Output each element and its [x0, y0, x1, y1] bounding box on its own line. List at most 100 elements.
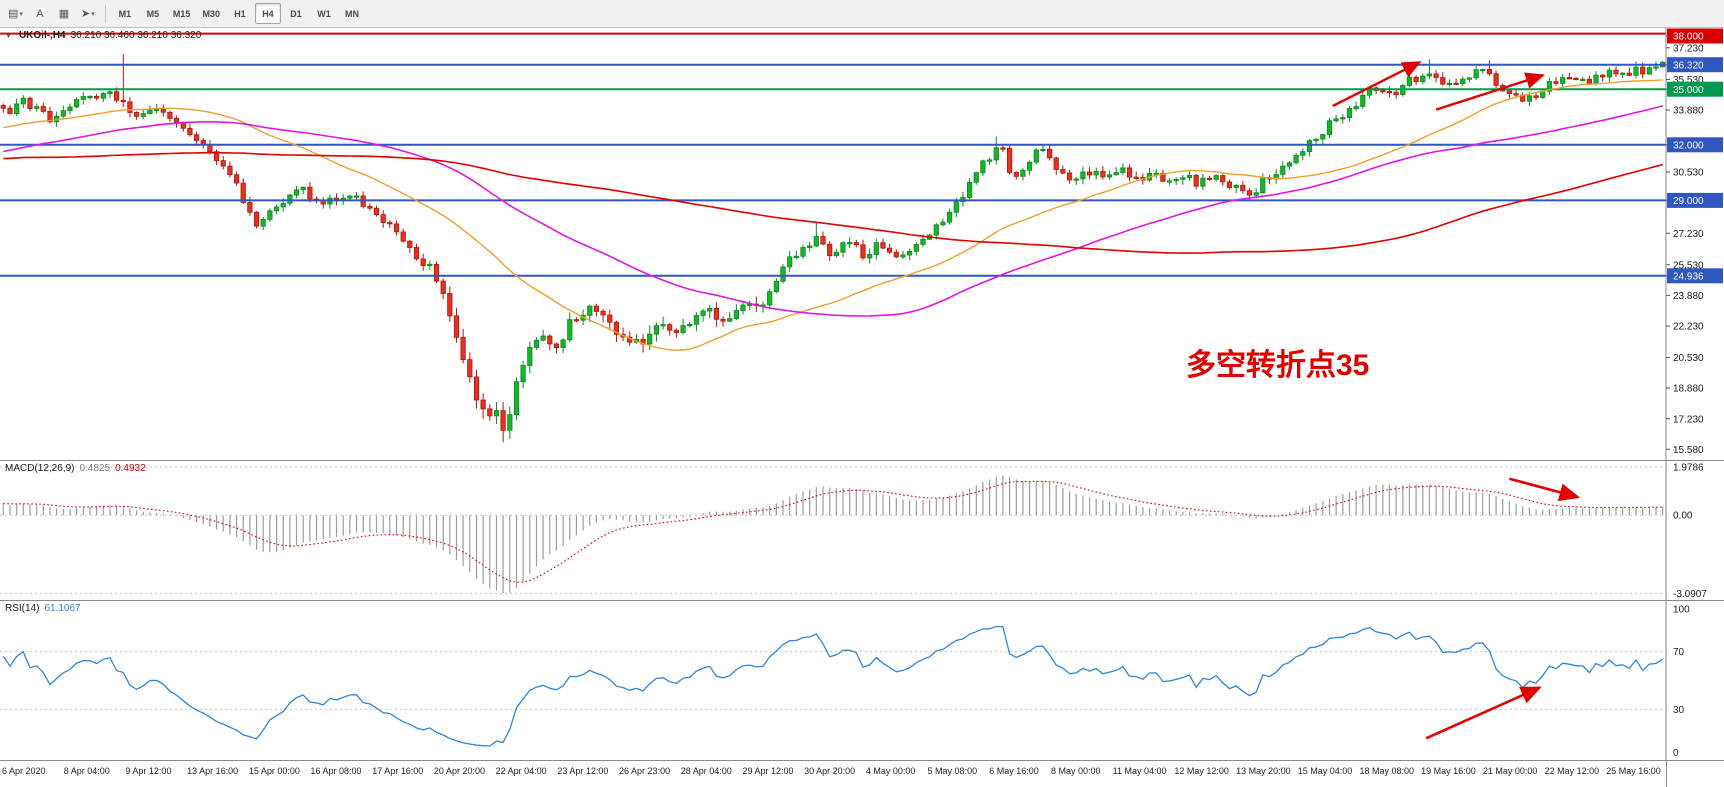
- price-badge-label: 36.320: [1673, 60, 1704, 71]
- price-tick-label: 23.880: [1673, 291, 1704, 302]
- time-label: 21 May 00:00: [1482, 766, 1538, 776]
- text-tool-button[interactable]: A: [29, 3, 51, 24]
- macd-histogram: [2, 475, 1664, 594]
- rsi-canvas[interactable]: 100 70 30 0: [0, 601, 1724, 760]
- time-label: 13 May 20:00: [1236, 766, 1291, 776]
- time-label: 15 Apr 00:00: [248, 766, 300, 776]
- time-label: 26 Apr 23:00: [619, 766, 671, 776]
- horizontal-lines-layer: [0, 32, 1666, 277]
- price-tick-label: 37.230: [1673, 43, 1704, 54]
- ma-line-34: [3, 79, 1663, 352]
- macd-tick-label: -3.0907: [1673, 589, 1707, 600]
- macd-main-value: 0.4825: [79, 463, 111, 474]
- toolbar-separator: [104, 4, 106, 23]
- timeframe-button-h4[interactable]: H4: [254, 3, 281, 24]
- axis-corner-divider: [1666, 761, 1667, 787]
- rsi-line: [2, 625, 1664, 747]
- rsi-tick-label: 70: [1673, 647, 1685, 658]
- rsi-tick-label: 100: [1673, 604, 1690, 615]
- price-badge: [1667, 137, 1723, 153]
- chart-annotation-text[interactable]: 多空转折点35: [1186, 349, 1369, 382]
- chart-symbol-label: ▼ UKOil-,H4 36.210 36.460 36.210 36.320: [5, 30, 201, 41]
- timeframe-button-h1[interactable]: H1: [227, 3, 253, 24]
- price-badge: [1667, 268, 1723, 284]
- price-badge: [1667, 57, 1723, 73]
- time-label: 29 Apr 12:00: [742, 766, 794, 776]
- main-toolbar: ▤ ▾ A ▦ ➤ ▾ M1 M5 M15 M30 H1 H4 D1 W1 MN: [0, 0, 1724, 28]
- cursor-tool-icon: ➤: [81, 8, 91, 20]
- price-badge: [1667, 192, 1723, 208]
- time-label: 8 May 00:00: [1050, 766, 1101, 776]
- time-label: 20 Apr 20:00: [433, 766, 485, 776]
- time-label: 9 Apr 12:00: [125, 766, 172, 776]
- price-tick-label: 20.530: [1673, 353, 1704, 364]
- time-label: 12 May 12:00: [1174, 766, 1229, 776]
- timeframe-group: M1 M5 M15 M30 H1 H4 D1 W1 MN: [111, 3, 366, 24]
- time-label: 17 Apr 16:00: [372, 766, 424, 776]
- time-label: 28 Apr 04:00: [680, 766, 732, 776]
- price-tick-label: 27.230: [1673, 229, 1704, 240]
- time-label: 15 May 04:00: [1297, 766, 1353, 776]
- macd-trend-arrow[interactable]: [1509, 477, 1581, 502]
- rsi-trend-arrow[interactable]: [1425, 686, 1542, 740]
- time-label: 5 May 08:00: [927, 766, 978, 776]
- price-tick-label: 35.530: [1673, 75, 1704, 86]
- price-tick-label: 33.880: [1673, 106, 1704, 117]
- collapse-triangle-icon[interactable]: ▼: [5, 33, 12, 40]
- macd-canvas[interactable]: 1.9786 0.00 -3.0907: [0, 461, 1724, 600]
- timeframe-button-m15[interactable]: M15: [168, 3, 196, 24]
- time-label: 8 Apr 04:00: [63, 766, 110, 776]
- price-badge-label: 38.000: [1673, 32, 1704, 43]
- time-label: 18 May 08:00: [1359, 766, 1415, 776]
- time-label: 22 May 12:00: [1544, 766, 1600, 776]
- rsi-tick-label: 30: [1673, 705, 1685, 716]
- timeframe-button-mn[interactable]: MN: [339, 3, 365, 24]
- rsi-tick-label: 0: [1673, 748, 1679, 759]
- price-badge-label: 29.000: [1673, 196, 1704, 207]
- time-label: 6 Apr 2020: [2, 766, 46, 776]
- text-tool-icon: A: [36, 7, 44, 20]
- templates-button[interactable]: ▤ ▾: [4, 3, 27, 24]
- trend-arrow[interactable]: [1332, 61, 1422, 107]
- macd-signal-value: 0.4932: [115, 463, 146, 474]
- ma-line-68: [3, 105, 1663, 317]
- price-tick-label: 17.230: [1673, 414, 1704, 425]
- price-chart-panel[interactable]: 多空转折点35 38.000 37.230 36.320 35.530 35.000 33.…: [0, 28, 1724, 460]
- macd-name: MACD(12,26,9): [5, 463, 75, 474]
- price-badge-label: 24.936: [1673, 271, 1704, 282]
- macd-indicator-panel[interactable]: 1.9786 0.00 -3.0907 MACD(12,26,9) 0.4825 0…: [0, 460, 1724, 600]
- price-badge: [1667, 81, 1723, 97]
- rsi-indicator-panel[interactable]: 100 70 30 0 RSI(14) 61.1067: [0, 600, 1724, 760]
- time-label: 4 May 00:00: [865, 766, 916, 776]
- trend-arrow[interactable]: [1435, 72, 1545, 111]
- price-tick-label: 30.530: [1673, 168, 1704, 179]
- price-tick-label: 18.880: [1673, 384, 1704, 395]
- timeframe-button-m5[interactable]: M5: [140, 3, 166, 24]
- timeframe-button-m30[interactable]: M30: [197, 3, 225, 24]
- macd-tick-label: 1.9786: [1673, 462, 1704, 473]
- time-label: 22 Apr 04:00: [495, 766, 547, 776]
- ohlc-values: 36.210 36.460 36.210 36.320: [70, 30, 202, 41]
- time-axis[interactable]: 6 Apr 2020 8 Apr 04:00 9 Apr 12:00 13 Apr 1…: [0, 760, 1724, 787]
- cursor-tool-button[interactable]: ➤ ▾: [77, 3, 99, 24]
- chart-window-icon: ▦: [58, 8, 70, 20]
- timeframe-button-m1[interactable]: M1: [112, 3, 138, 24]
- price-badge-label: 35.000: [1673, 85, 1704, 96]
- time-label: 11 May 04:00: [1112, 766, 1167, 776]
- chart-window-button[interactable]: ▦: [53, 3, 75, 24]
- candles-layer: [0, 54, 1666, 443]
- price-badge-label: 32.000: [1673, 140, 1704, 151]
- timeframe-button-d1[interactable]: D1: [283, 3, 309, 24]
- ma-line-144: [3, 151, 1663, 254]
- rsi-name: RSI(14): [5, 603, 40, 614]
- rsi-value: 61.1067: [44, 603, 81, 614]
- time-label: 23 Apr 12:00: [557, 766, 609, 776]
- tools-group: ▤ ▾ A ▦ ➤ ▾: [3, 3, 100, 24]
- templates-icon: ▤: [8, 8, 19, 20]
- timeframe-button-w1[interactable]: W1: [311, 3, 337, 24]
- chevron-down-icon: ▾: [19, 10, 23, 18]
- macd-tick-label: 0.00: [1673, 511, 1693, 522]
